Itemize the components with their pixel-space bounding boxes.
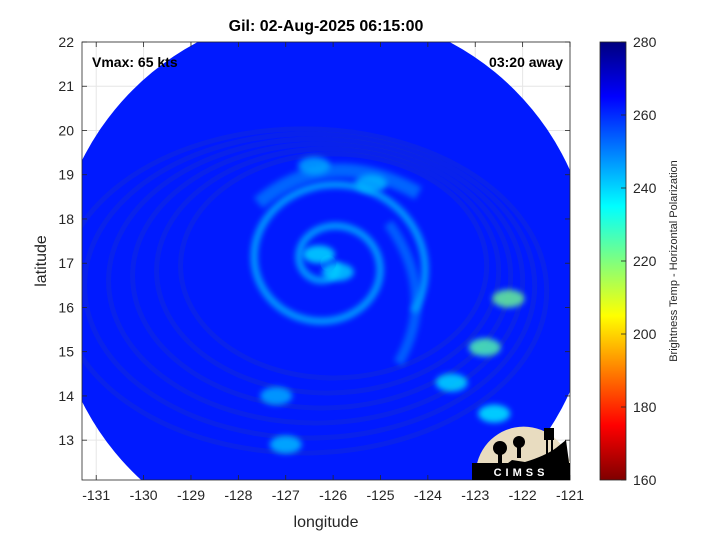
x-tick-label: -124 — [414, 487, 442, 503]
swath-group — [82, 42, 570, 480]
x-tick-label: -128 — [224, 487, 252, 503]
swath-texture — [82, 126, 550, 456]
swath-band — [154, 146, 502, 396]
colorbar-ticks: 160 180 200 220 240 260 280 — [621, 34, 657, 488]
x-tick-label: -129 — [177, 487, 205, 503]
x-tick-label: -121 — [556, 487, 584, 503]
colorbar-tick-label: 220 — [633, 253, 657, 269]
y-tick-label: 22 — [58, 34, 74, 50]
swath-band — [106, 136, 526, 426]
swath-band — [130, 141, 514, 411]
y-tick-label: 16 — [58, 299, 74, 315]
swath-band — [82, 131, 538, 441]
y-tick-label: 14 — [58, 388, 74, 404]
rainband-cell — [302, 245, 335, 264]
y-tick-label: 17 — [58, 255, 74, 271]
water-tower-icon — [544, 428, 554, 440]
colorbar-tick-label: 160 — [633, 472, 657, 488]
vmax-annotation: Vmax: 65 kts — [92, 54, 178, 70]
rainband-cell — [468, 338, 501, 357]
swath-band — [178, 151, 490, 381]
rainband-cell — [355, 174, 388, 193]
x-tick-label: -130 — [130, 487, 158, 503]
cimss-logo: CIMSS — [472, 426, 570, 480]
colorbar-tick-label: 200 — [633, 326, 657, 342]
colorbar-tick-label: 240 — [633, 180, 657, 196]
spiral-band — [250, 181, 429, 325]
swath-band — [82, 126, 550, 456]
rainband-cell — [269, 435, 302, 454]
rainband-cell — [260, 386, 293, 405]
y-tick-label: 13 — [58, 432, 74, 448]
rainband-cell — [321, 263, 354, 282]
y-axis-ticks: 13 14 15 16 17 18 19 20 21 22 — [58, 34, 570, 448]
logo-text: CIMSS — [494, 467, 549, 479]
x-tick-label: -131 — [82, 487, 110, 503]
outer-rainband — [253, 163, 422, 209]
outer-rainband — [384, 220, 422, 366]
y-tick-label: 20 — [58, 122, 74, 138]
y-tick-label: 18 — [58, 211, 74, 227]
y-tick-label: 15 — [58, 344, 74, 360]
axes-frame — [81, 41, 571, 481]
rainband-cell — [435, 373, 468, 392]
colorbar-tick-label: 280 — [633, 34, 657, 50]
colorbar-tick-label: 260 — [633, 107, 657, 123]
rainband-cell — [478, 404, 511, 423]
time-offset-annotation: 03:20 away — [489, 54, 563, 70]
x-tick-label: -123 — [461, 487, 489, 503]
x-tick-label: -122 — [509, 487, 537, 503]
x-axis-label: longitude — [294, 514, 359, 531]
colorbar-label: Brightness Temp - Horizontal Polarizatio… — [668, 160, 680, 362]
y-tick-label: 21 — [58, 78, 74, 94]
satellite-dish-icon — [493, 441, 507, 455]
x-tick-label: -126 — [319, 487, 347, 503]
rainband-features — [260, 156, 525, 454]
satellite-dish-icon — [513, 436, 525, 448]
x-tick-label: -125 — [366, 487, 394, 503]
colorbar-tick-label: 180 — [633, 399, 657, 415]
x-tick-label: -127 — [272, 487, 300, 503]
rainband-cell — [298, 156, 331, 175]
chart-title: Gil: 02-Aug-2025 06:15:00 — [229, 18, 424, 35]
y-axis-label: latitude — [33, 235, 50, 287]
logo-banner — [472, 463, 570, 480]
rainband-cell — [492, 289, 525, 308]
y-tick-label: 19 — [58, 167, 74, 183]
x-axis-ticks: -131 -130 -129 -128 -127 -126 -125 -124 -123 -122… — [82, 42, 584, 503]
